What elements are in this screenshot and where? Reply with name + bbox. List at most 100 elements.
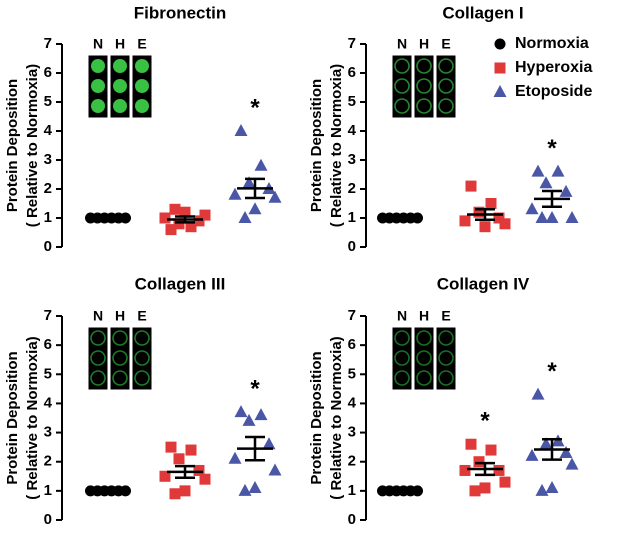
inset-well [112, 330, 128, 346]
point [535, 211, 549, 223]
point [559, 184, 573, 197]
significance-mark: * [547, 358, 557, 385]
point [254, 158, 268, 171]
error-bar-line [475, 208, 495, 221]
point [485, 444, 497, 456]
inset-well [394, 98, 410, 114]
point [525, 448, 539, 461]
point [193, 464, 205, 476]
point [165, 224, 177, 236]
inset-label: H [419, 308, 429, 324]
chart-title: Fibronectin [134, 3, 227, 22]
point [459, 464, 471, 476]
chart-title: Collagen I [442, 3, 523, 22]
error-bar-line [175, 215, 195, 224]
y-tick-label: 6 [348, 336, 356, 353]
y-axis-label: Protein Deposition [4, 351, 21, 484]
inset-well [416, 78, 432, 94]
inset-well [394, 370, 410, 386]
inset-well [90, 370, 106, 386]
error-bar [542, 189, 562, 208]
error-bar [475, 461, 495, 477]
y-tick-label: 7 [348, 35, 356, 52]
y-tick-label: 7 [348, 307, 356, 324]
point [559, 445, 573, 458]
chart-title: Collagen IV [437, 274, 530, 293]
inset-well [90, 330, 106, 346]
inset-well [91, 59, 105, 73]
inset-well [394, 58, 410, 74]
y-tick-label: 6 [44, 64, 52, 81]
y-tick-label: 5 [44, 93, 52, 110]
legend-marker [494, 38, 506, 50]
point [535, 483, 549, 496]
error-bar [542, 438, 562, 461]
point [228, 451, 242, 464]
point [531, 387, 545, 400]
inset-well [438, 98, 454, 114]
inset-label: N [397, 36, 407, 52]
y-axis-label: Protein Deposition [308, 79, 325, 212]
point [525, 202, 539, 215]
inset-well [438, 58, 454, 74]
point [248, 480, 262, 493]
significance-mark: * [480, 408, 490, 435]
inset-label: N [397, 308, 407, 324]
point [499, 218, 511, 230]
point [268, 463, 282, 476]
error-bar [175, 464, 195, 479]
error-bar [175, 215, 195, 224]
inset-well [91, 79, 105, 93]
inset-label: E [441, 308, 450, 324]
inset-well [135, 59, 149, 73]
point [545, 480, 559, 493]
y-tick-label: 6 [44, 336, 52, 353]
y-tick-label: 3 [348, 424, 356, 441]
point [199, 473, 211, 485]
point [159, 470, 171, 482]
y-tick-label: 6 [348, 64, 356, 81]
y-tick-label: 0 [348, 238, 356, 255]
legend-label: Hyperoxia [515, 59, 592, 76]
inset-well [91, 99, 105, 113]
point [459, 215, 471, 227]
significance-mark: * [250, 94, 260, 121]
error-bar-line [542, 189, 562, 208]
inset-label: E [441, 36, 450, 52]
inset-well [134, 330, 150, 346]
y-tick-label: 4 [348, 394, 357, 411]
point [551, 164, 565, 177]
y-tick-label: 7 [44, 35, 52, 52]
inset-well [416, 350, 432, 366]
point [254, 408, 268, 421]
y-tick-label: 3 [44, 424, 52, 441]
point [234, 124, 248, 136]
inset-well [113, 59, 127, 73]
point [465, 438, 477, 450]
point [479, 482, 491, 494]
point [412, 212, 423, 224]
inset-well [112, 350, 128, 366]
y-tick-label: 0 [44, 238, 52, 255]
point [228, 187, 242, 200]
inset-well [438, 78, 454, 94]
point [479, 221, 491, 233]
inset-well [438, 350, 454, 366]
inset-well [135, 79, 149, 93]
inset-well [394, 350, 410, 366]
point [469, 485, 481, 497]
y-tick-label: 3 [348, 151, 356, 168]
point [493, 464, 505, 476]
point [465, 180, 477, 192]
y-tick-label: 1 [44, 482, 52, 499]
inset-label: N [93, 308, 103, 324]
y-tick-label: 3 [44, 151, 52, 168]
legend-marker [493, 85, 507, 97]
point [545, 211, 559, 223]
point [199, 209, 211, 221]
y-axis-label: ( Relative to Normoxia) [328, 336, 345, 499]
y-tick-label: 4 [348, 122, 357, 139]
inset-well [394, 330, 410, 346]
inset-label: N [93, 36, 103, 52]
